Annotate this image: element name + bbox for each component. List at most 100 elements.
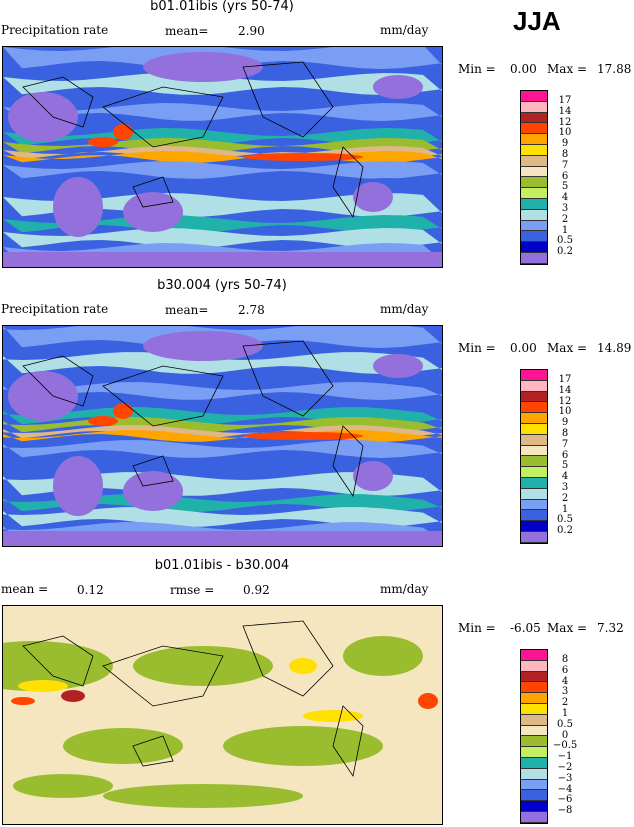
colorbar <box>520 649 548 824</box>
colorbar-tick-label: 3 <box>561 202 569 214</box>
colorbar-tick-label: 1 <box>561 707 569 719</box>
colorbar-tick-label: 7 <box>561 438 569 450</box>
colorbar-swatch <box>521 499 547 511</box>
colorbar-tick-label: 0 <box>561 729 569 741</box>
panel-variable-label: Precipitation rate <box>1 302 109 316</box>
rmse-label: rmse = <box>170 583 215 597</box>
max-value: 17.88 <box>597 62 632 76</box>
panel-title: b01.01ibis (yrs 50-74) <box>150 0 294 14</box>
mean-value: 2.90 <box>238 24 265 38</box>
colorbar-tick-label: 14 <box>558 105 572 117</box>
colorbar <box>520 90 548 265</box>
map-plot <box>2 325 443 547</box>
colorbar-tick-label: 4 <box>561 471 569 483</box>
max-label: Max = <box>547 341 588 355</box>
colorbar-tick-label: 5 <box>561 181 569 193</box>
colorbar-swatch <box>521 91 547 102</box>
colorbar-swatch <box>521 531 547 543</box>
colorbar-tick-label: −3 <box>557 772 573 784</box>
panel-variable-label: Precipitation rate <box>1 23 109 37</box>
colorbar-tick-label: 2 <box>561 213 569 225</box>
min-value: 0.00 <box>510 62 537 76</box>
colorbar-tick-label: 6 <box>561 664 569 676</box>
colorbar-tick-label: 0.2 <box>557 525 573 537</box>
map-plot <box>2 46 443 268</box>
colorbar-tick-label: 8 <box>561 654 569 665</box>
max-value: 14.89 <box>597 341 632 355</box>
colorbar-swatch <box>521 144 547 156</box>
colorbar-swatch <box>521 488 547 500</box>
colorbar-tick-label: 3 <box>561 686 569 698</box>
colorbar-swatch <box>521 510 547 522</box>
colorbar-swatch <box>521 177 547 189</box>
colorbar <box>520 369 548 544</box>
min-label: Min = <box>458 621 496 635</box>
colorbar-swatch <box>521 380 547 392</box>
colorbar-swatch <box>521 413 547 424</box>
mean-label: mean= <box>165 303 209 317</box>
season-label: JJA <box>513 6 561 36</box>
colorbar-swatch <box>521 434 547 446</box>
units-label: mm/day <box>380 302 429 316</box>
colorbar-swatch <box>521 112 547 124</box>
colorbar-tick-label: 4 <box>561 675 569 687</box>
colorbar-tick-label: −0.5 <box>553 740 578 752</box>
colorbar-swatch <box>521 231 547 243</box>
colorbar-tick-label: 10 <box>558 127 572 139</box>
colorbar-tick-label: 8 <box>561 427 569 439</box>
max-value: 7.32 <box>597 621 624 635</box>
colorbar-swatch <box>521 521 547 532</box>
colorbar-tick-label: 7 <box>561 159 569 171</box>
colorbar-swatch <box>521 660 547 672</box>
colorbar-tick-label: 6 <box>561 170 569 182</box>
colorbar-swatch <box>521 391 547 403</box>
colorbar-tick-label: 17 <box>558 374 572 385</box>
colorbar-swatch <box>521 682 547 694</box>
colorbar-swatch <box>521 477 547 489</box>
colorbar-swatch <box>521 134 547 145</box>
colorbar-swatch <box>521 467 547 478</box>
colorbar-swatch <box>521 155 547 167</box>
colorbar-swatch <box>521 811 547 823</box>
colorbar-tick-label: 10 <box>558 406 572 418</box>
colorbar-tick-label: 12 <box>558 116 572 128</box>
mean-value: 0.12 <box>77 583 104 597</box>
colorbar-tick-label: 0.5 <box>557 718 573 730</box>
panel-title: b01.01ibis - b30.004 <box>154 558 290 573</box>
colorbar-swatch <box>521 703 547 715</box>
colorbar-swatch <box>521 714 547 726</box>
colorbar-swatch <box>521 188 547 199</box>
colorbar-swatch <box>521 252 547 264</box>
min-value: 0.00 <box>510 341 537 355</box>
colorbar-swatch <box>521 725 547 737</box>
colorbar-tick-label: −4 <box>557 783 573 795</box>
colorbar-tick-label: 4 <box>561 192 569 204</box>
colorbar-swatch <box>521 650 547 661</box>
colorbar-tick-label: −2 <box>557 761 573 773</box>
mean-value: 2.78 <box>238 303 265 317</box>
colorbar-swatch <box>521 801 547 812</box>
colorbar-tick-label: 3 <box>561 481 569 493</box>
panel-title: b30.004 (yrs 50-74) <box>157 278 287 293</box>
colorbar-tick-label: 1 <box>561 224 569 236</box>
rmse-value: 0.92 <box>243 583 270 597</box>
colorbar-tick-label: 12 <box>558 395 572 407</box>
min-label: Min = <box>458 62 496 76</box>
colorbar-swatch <box>521 198 547 210</box>
colorbar-tick-label: −8 <box>557 805 573 817</box>
colorbar-swatch <box>521 671 547 683</box>
colorbar-tick-label: 0.2 <box>557 246 573 258</box>
colorbar-tick-label: −1 <box>557 751 573 763</box>
colorbar-swatch <box>521 779 547 791</box>
colorbar-swatch <box>521 423 547 435</box>
colorbar-swatch <box>521 445 547 457</box>
colorbar-tick-label: −6 <box>557 794 573 806</box>
colorbar-tick-label: 9 <box>561 138 569 150</box>
max-label: Max = <box>547 621 588 635</box>
min-value: -6.05 <box>510 621 541 635</box>
colorbar-swatch <box>521 242 547 253</box>
colorbar-tick-label: 5 <box>561 460 569 472</box>
colorbar-tick-label: 2 <box>561 697 569 709</box>
colorbar-tick-label: 9 <box>561 417 569 429</box>
colorbar-tick-label: 0.5 <box>557 514 573 526</box>
